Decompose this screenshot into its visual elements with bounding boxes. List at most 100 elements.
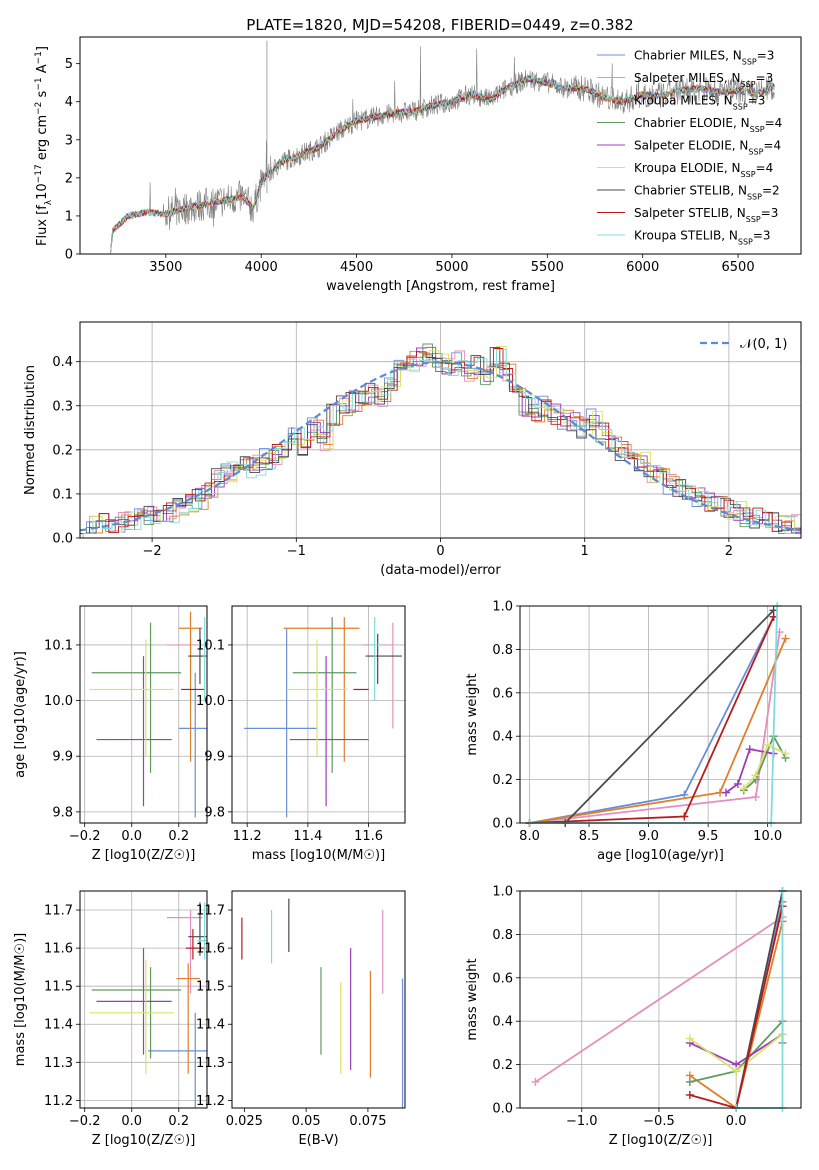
y-tick-label: 0.4 [492,1015,513,1030]
x-tick-label: 0.0 [121,1114,142,1129]
x-tick-label: −1 [287,544,306,559]
y-tick-label: 0.6 [492,971,513,986]
mass-weight-line [564,609,775,824]
plot-layer: 3500 4000 4500 5000 5500 6000 6500 0 1 2 3 4 5 wavele… [13,36,802,1148]
mass-weight-marker [781,749,790,758]
x-tick-label: 2 [725,544,733,559]
axes-residuals: −2 −1 0 1 2 0.0 0.1 0.2 0.3 0.4 (data-model)/error… [23,321,802,578]
y-tick-label: 0.2 [492,1058,513,1073]
x-tick-label: 0.2 [168,1114,189,1129]
axes-mw_vs_age: 8.0 8.5 9.0 9.5 10.0 0.0 0.2 0.4 0.6 0.8 1.0 age [l… [465,600,802,863]
y-tick-label: 1.0 [492,600,513,615]
normal-curve [79,360,802,532]
legend-label: Salpeter ELODIE, NSSP=4 [634,139,781,157]
y-axis-label: mass [log10(M/M☉)] [13,933,28,1066]
x-tick-label: 9.5 [698,829,719,844]
mass-weight-marker [685,1077,694,1086]
x-tick-label: −0.5 [643,1114,675,1129]
x-tick-label: 11.4 [293,829,322,844]
axes-mass_vs_ebv: 0.025 0.05 0.075 11.2 11.3 11.4 11.5 11.6 11.7 E(… [196,890,406,1148]
y-tick-label: 9.9 [52,750,73,765]
axes-frame [231,890,406,1109]
y-tick-label: 9.9 [204,750,225,765]
axes-frame [79,605,208,824]
mass-weight-line [743,743,786,789]
mass-weight-line [529,638,787,824]
x-axis-label: Z [log10(Z/Z☉)] [92,1133,196,1148]
axes-frame [231,605,406,824]
y-axis-label: age [log10(age/yr)] [13,651,28,778]
y-tick-label: 0.0 [492,817,513,832]
legend-label: Chabrier ELODIE, NSSP=4 [634,116,782,134]
y-tick-label: 9.8 [52,805,73,820]
axes-frame [79,890,208,1109]
y-tick-label: 11.2 [44,1094,73,1109]
y-tick-label: 10.0 [196,694,225,709]
x-axis-label: age [log10(age/yr)] [597,848,724,863]
axes-mass_vs_Z: −0.2 0.0 0.2 11.2 11.3 11.4 11.5 11.6 11.7 Z [log… [13,890,208,1148]
mass-weight-line [725,748,774,794]
mass-weight-marker [745,745,754,754]
y-tick-label: 9.8 [204,805,225,820]
x-tick-label: 6500 [722,260,755,275]
y-tick-label: 0.8 [492,643,513,658]
x-tick-label: 8.0 [519,829,540,844]
y-tick-label: 11.5 [196,980,225,995]
figure-title: PLATE=1820, MJD=54208, FIBERID=0449, z=0… [246,16,633,34]
x-axis-label: Z [log10(Z/Z☉)] [92,848,196,863]
y-tick-label: 0.4 [492,730,513,745]
x-tick-label: −1.0 [566,1114,598,1129]
x-tick-label: 0.2 [168,829,189,844]
mass-weight-line [534,916,783,1083]
x-tick-label: 0.0 [121,829,142,844]
y-axis-label: mass weight [465,958,480,1040]
x-tick-label: −0.2 [69,829,101,844]
y-tick-label: 5 [65,57,73,72]
y-tick-label: 3 [65,133,73,148]
axes-age_vs_mass: 11.2 11.4 11.6 9.8 9.9 10.0 10.1 mass [log10(M/… [196,605,406,863]
x-tick-label: 9.0 [638,829,659,844]
x-tick-label: 0.075 [349,1114,386,1129]
y-tick-label: 0.6 [492,686,513,701]
y-tick-label: 10.0 [44,694,73,709]
mass-weight-marker [751,792,760,801]
x-tick-label: 5500 [531,260,564,275]
axes-frame [519,605,802,824]
y-tick-label: 0.2 [492,773,513,788]
y-tick-label: 11.6 [196,942,225,957]
x-tick-label: 4500 [340,260,373,275]
y-tick-label: 1 [65,209,73,224]
y-tick-label: 0.4 [52,355,73,370]
mass-weight-marker [721,788,730,797]
y-tick-label: 11.7 [44,904,73,919]
legend-label: Chabrier MILES, NSSP=3 [634,49,774,67]
y-tick-label: 11.4 [196,1018,225,1033]
axes-frame [519,890,802,1109]
spectrum-data-line [110,46,775,254]
x-tick-label: 3500 [149,260,182,275]
y-tick-label: 11.7 [196,904,225,919]
legend-label: Salpeter MILES, NSSP=3 [634,71,773,89]
residual-histogram [82,348,801,538]
mass-weight-marker [763,740,772,749]
x-tick-label: 0.025 [226,1114,263,1129]
residual-histogram [82,346,801,538]
y-axis-label: Normed distribution [23,365,38,495]
x-tick-label: 11.6 [354,829,383,844]
y-tick-label: 0.2 [52,443,73,458]
x-axis-label: (data-model)/error [380,563,501,578]
legend-label: Salpeter STELIB, NSSP=3 [634,206,778,224]
y-tick-label: 11.4 [44,1018,73,1033]
mass-weight-marker [751,771,760,780]
y-axis-label: mass weight [465,673,480,755]
y-tick-label: 0.8 [492,928,513,943]
x-tick-label: 8.5 [579,829,600,844]
mass-weight-line [529,631,781,824]
y-axis-label: Flux [fλ10−17 erg cm−2 s−1 A−1] [34,46,54,246]
residual-histogram [80,347,798,535]
residual-histogram [80,343,798,535]
legend-label: Kroupa STELIB, NSSP=3 [634,229,771,247]
x-tick-label: 4000 [245,260,278,275]
y-tick-label: 0.0 [492,1102,513,1117]
y-tick-label: 0.3 [52,399,73,414]
